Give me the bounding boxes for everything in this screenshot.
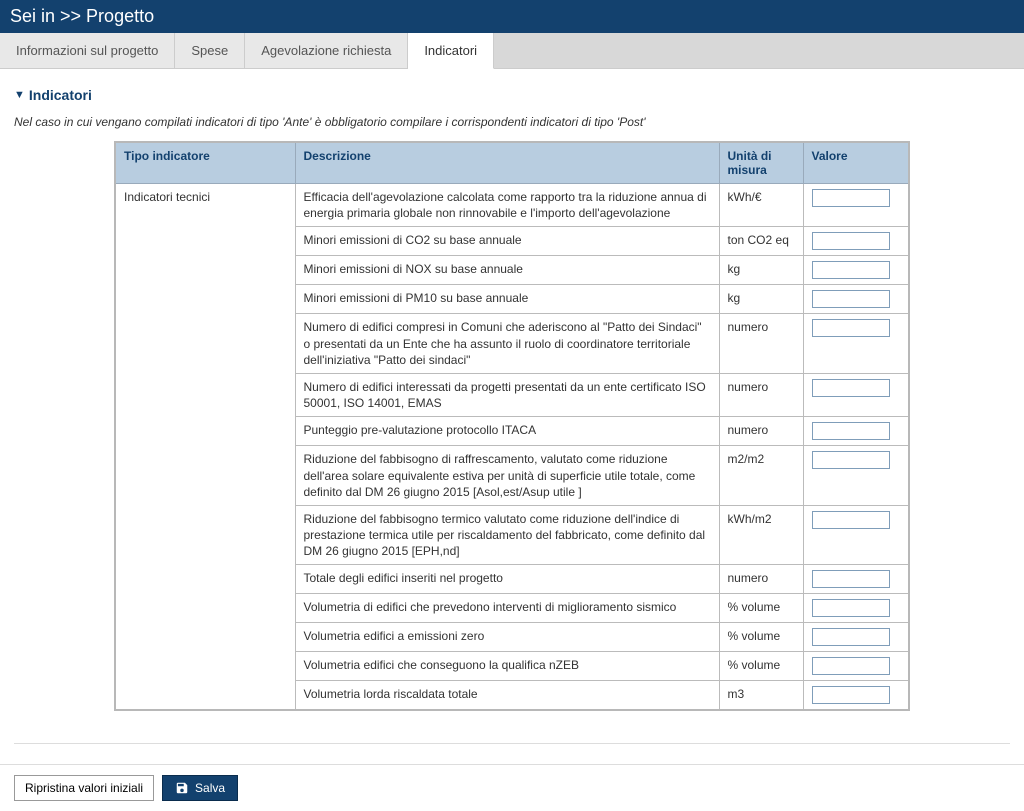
value-cell bbox=[803, 184, 909, 227]
desc-cell: Riduzione del fabbisogno di raffrescamen… bbox=[295, 446, 719, 506]
value-input[interactable] bbox=[812, 628, 890, 646]
desc-cell: Punteggio pre-valutazione protocollo ITA… bbox=[295, 417, 719, 446]
desc-cell: Minori emissioni di NOX su base annuale bbox=[295, 256, 719, 285]
value-input[interactable] bbox=[812, 232, 890, 250]
save-icon bbox=[175, 781, 189, 795]
unit-cell: kWh/m2 bbox=[719, 505, 803, 565]
desc-cell: Volumetria edifici che conseguono la qua… bbox=[295, 652, 719, 681]
unit-cell: numero bbox=[719, 417, 803, 446]
indicatori-table: Tipo indicatore Descrizione Unità di mis… bbox=[114, 141, 910, 711]
value-input[interactable] bbox=[812, 261, 890, 279]
reset-button[interactable]: Ripristina valori iniziali bbox=[14, 775, 154, 801]
save-button[interactable]: Salva bbox=[162, 775, 238, 801]
desc-cell: Numero di edifici compresi in Comuni che… bbox=[295, 314, 719, 374]
value-cell bbox=[803, 285, 909, 314]
value-input[interactable] bbox=[812, 379, 890, 397]
desc-cell: Minori emissioni di CO2 su base annuale bbox=[295, 227, 719, 256]
value-cell bbox=[803, 594, 909, 623]
unit-cell: kg bbox=[719, 256, 803, 285]
tab-spese[interactable]: Spese bbox=[175, 33, 245, 68]
tab-info-progetto[interactable]: Informazioni sul progetto bbox=[0, 33, 175, 68]
value-cell bbox=[803, 256, 909, 285]
value-input[interactable] bbox=[812, 422, 890, 440]
unit-cell: m3 bbox=[719, 681, 803, 711]
value-input[interactable] bbox=[812, 686, 890, 704]
unit-cell: numero bbox=[719, 314, 803, 374]
unit-cell: numero bbox=[719, 565, 803, 594]
unit-cell: kg bbox=[719, 285, 803, 314]
value-cell bbox=[803, 446, 909, 506]
table-row: Indicatori tecniciEfficacia dell'agevola… bbox=[115, 184, 909, 227]
value-input[interactable] bbox=[812, 189, 890, 207]
tipo-group-cell: Indicatori tecnici bbox=[115, 184, 295, 711]
value-input[interactable] bbox=[812, 319, 890, 337]
desc-cell: Totale degli edifici inseriti nel proget… bbox=[295, 565, 719, 594]
tab-indicatori[interactable]: Indicatori bbox=[408, 33, 494, 69]
desc-cell: Volumetria di edifici che prevedono inte… bbox=[295, 594, 719, 623]
value-cell bbox=[803, 652, 909, 681]
col-unita: Unità di misura bbox=[719, 142, 803, 184]
value-input[interactable] bbox=[812, 511, 890, 529]
footer-actions: Ripristina valori iniziali Salva bbox=[0, 764, 1024, 811]
desc-cell: Volumetria edifici a emissioni zero bbox=[295, 623, 719, 652]
section-note: Nel caso in cui vengano compilati indica… bbox=[14, 115, 1010, 129]
unit-cell: % volume bbox=[719, 594, 803, 623]
unit-cell: ton CO2 eq bbox=[719, 227, 803, 256]
desc-cell: Numero di edifici interessati da progett… bbox=[295, 373, 719, 416]
value-cell bbox=[803, 314, 909, 374]
value-cell bbox=[803, 227, 909, 256]
value-input[interactable] bbox=[812, 657, 890, 675]
unit-cell: m2/m2 bbox=[719, 446, 803, 506]
value-input[interactable] bbox=[812, 451, 890, 469]
value-cell bbox=[803, 565, 909, 594]
collapse-toggle-icon[interactable]: ▼ bbox=[14, 89, 25, 101]
desc-cell: Volumetria lorda riscaldata totale bbox=[295, 681, 719, 711]
breadcrumb: Sei in >> Progetto bbox=[10, 6, 154, 26]
value-input[interactable] bbox=[812, 599, 890, 617]
value-cell bbox=[803, 505, 909, 565]
desc-cell: Efficacia dell'agevolazione calcolata co… bbox=[295, 184, 719, 227]
col-descrizione: Descrizione bbox=[295, 142, 719, 184]
value-cell bbox=[803, 373, 909, 416]
value-cell bbox=[803, 681, 909, 711]
value-input[interactable] bbox=[812, 570, 890, 588]
col-valore: Valore bbox=[803, 142, 909, 184]
breadcrumb-bar: Sei in >> Progetto bbox=[0, 0, 1024, 33]
value-cell bbox=[803, 623, 909, 652]
unit-cell: % volume bbox=[719, 623, 803, 652]
desc-cell: Minori emissioni di PM10 su base annuale bbox=[295, 285, 719, 314]
unit-cell: % volume bbox=[719, 652, 803, 681]
unit-cell: kWh/€ bbox=[719, 184, 803, 227]
value-cell bbox=[803, 417, 909, 446]
unit-cell: numero bbox=[719, 373, 803, 416]
tab-agevolazione[interactable]: Agevolazione richiesta bbox=[245, 33, 408, 68]
section-title: ▼ Indicatori bbox=[14, 87, 1010, 103]
col-tipo: Tipo indicatore bbox=[115, 142, 295, 184]
desc-cell: Riduzione del fabbisogno termico valutat… bbox=[295, 505, 719, 565]
value-input[interactable] bbox=[812, 290, 890, 308]
tabs-row: Informazioni sul progetto Spese Agevolaz… bbox=[0, 33, 1024, 69]
separator bbox=[14, 743, 1010, 744]
